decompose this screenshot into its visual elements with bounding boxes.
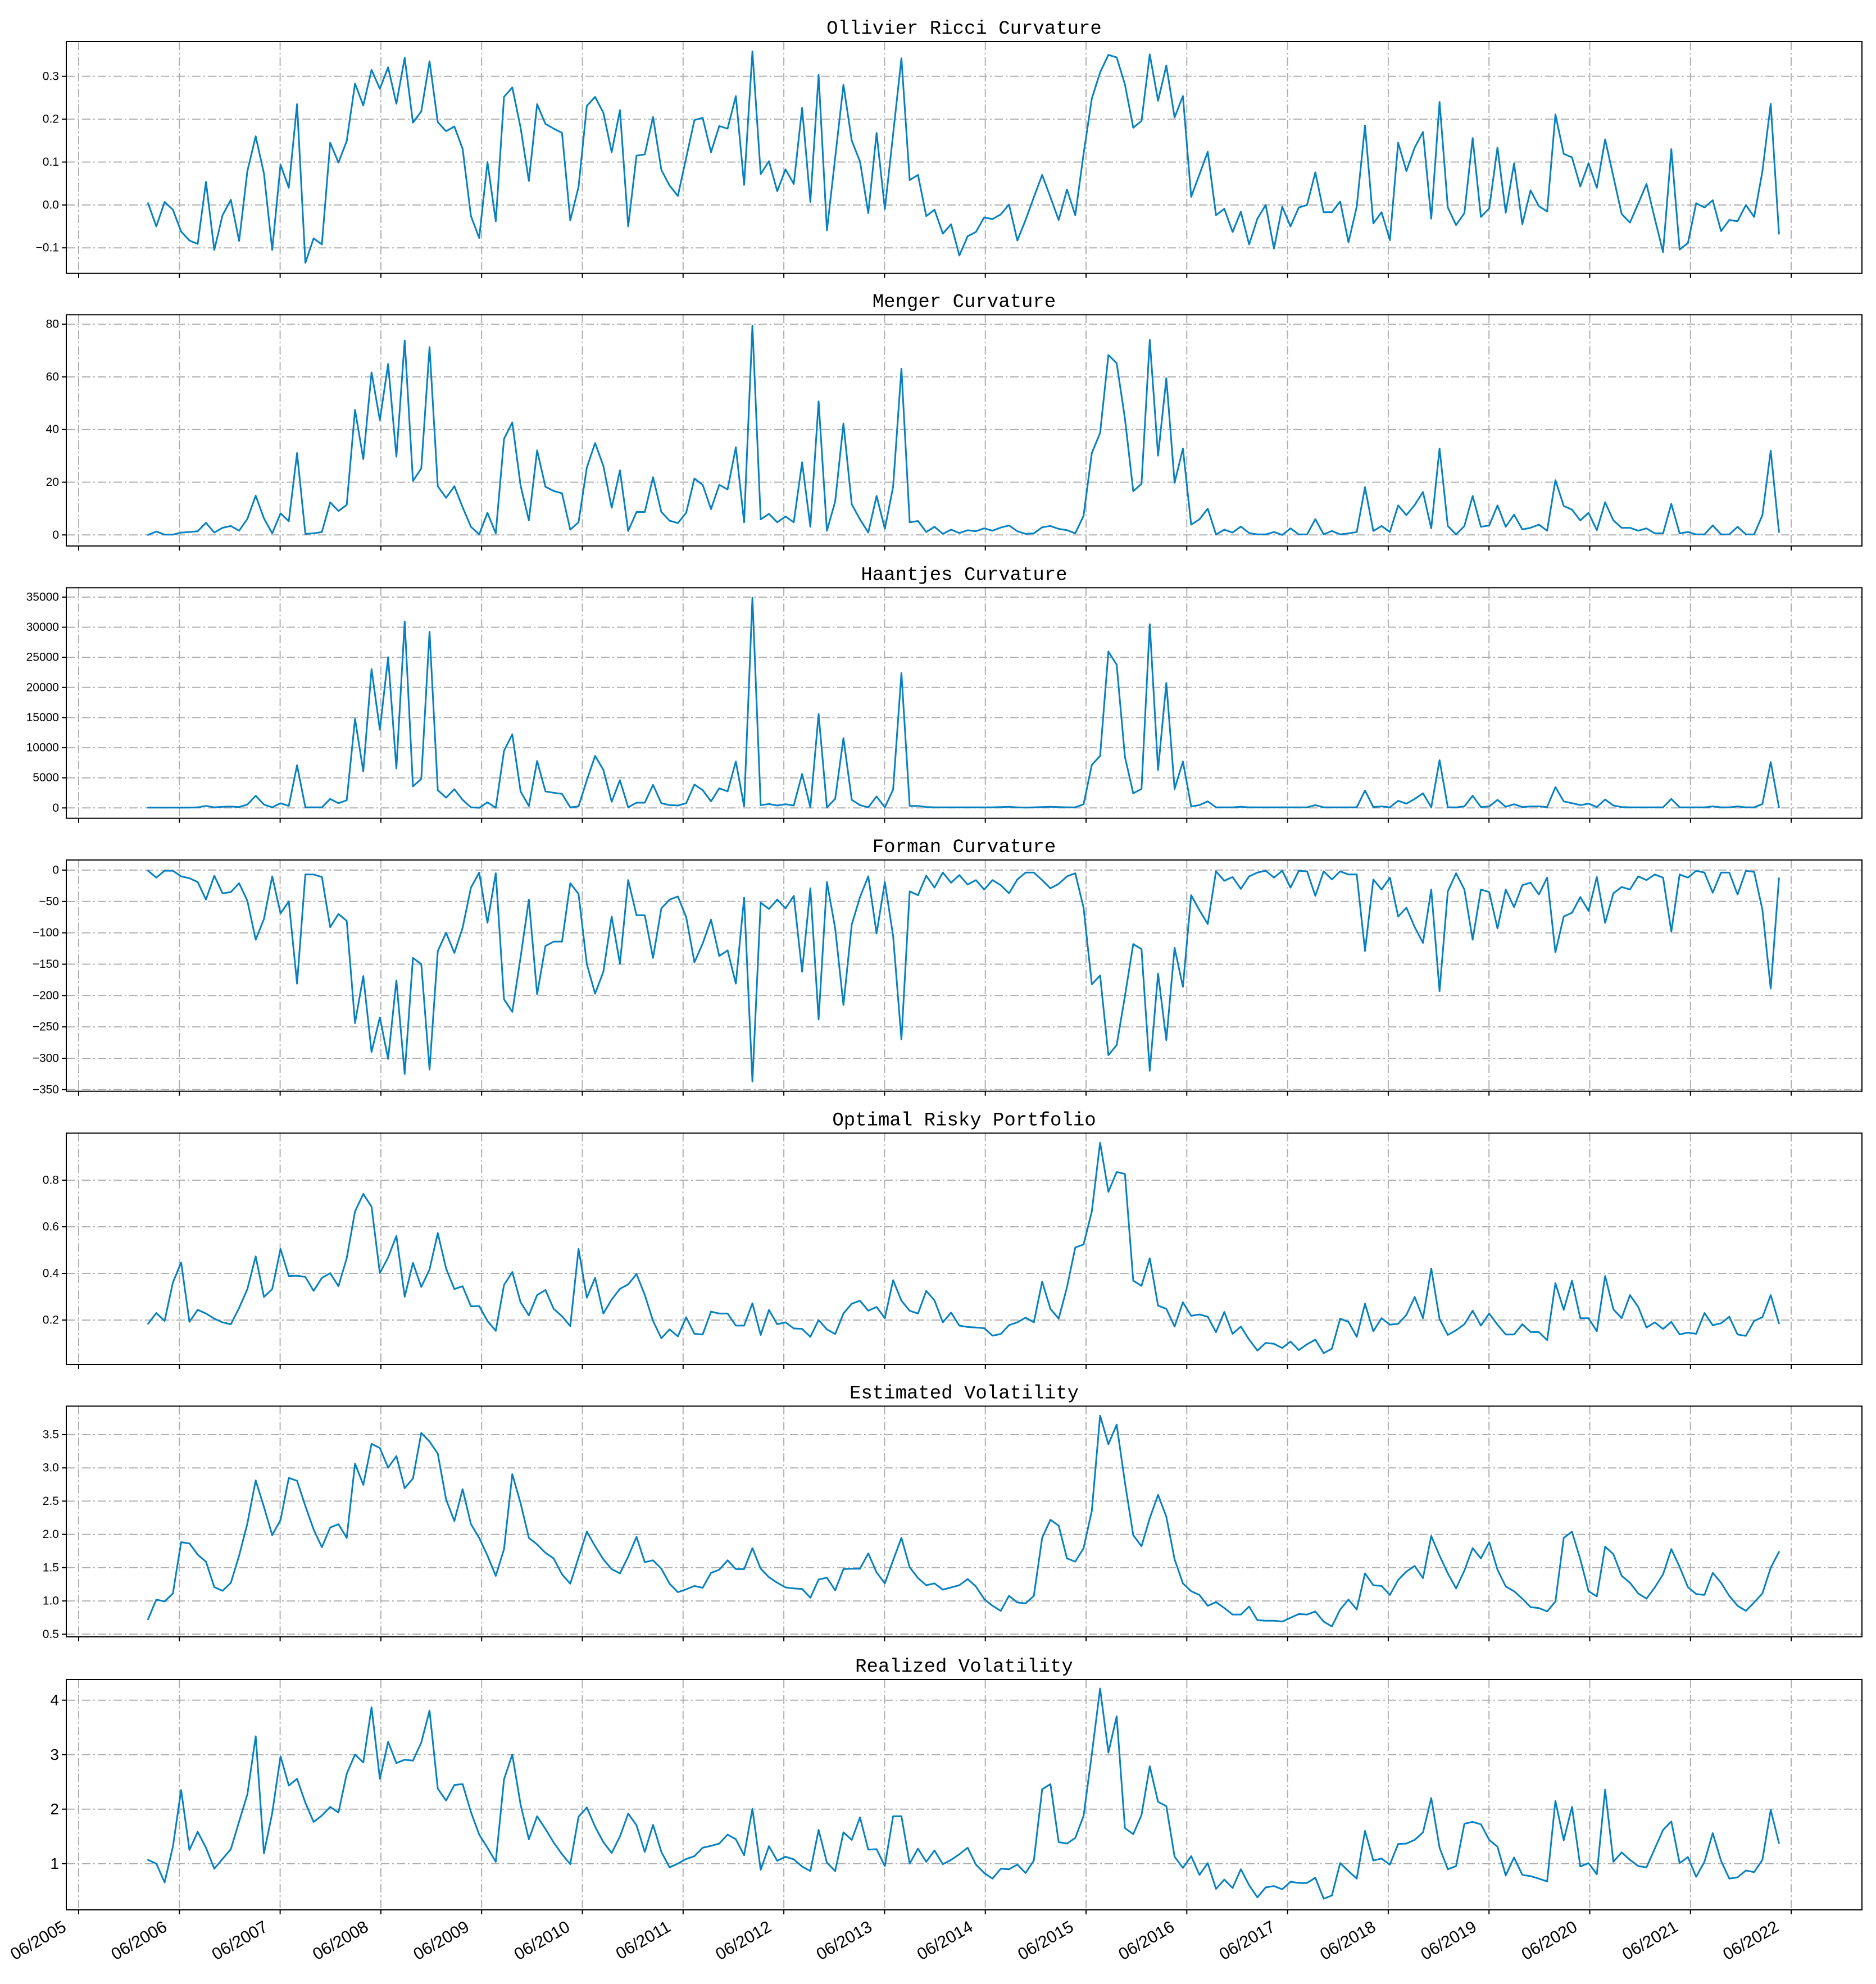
y-tick-label: 40 xyxy=(46,423,59,436)
subplot-title: Ollivier Ricci Curvature xyxy=(826,19,1102,40)
y-tick-label: −50 xyxy=(39,895,59,908)
y-tick-label: 2.5 xyxy=(43,1495,59,1508)
axes-frame xyxy=(66,587,1863,819)
y-tick-label: 4 xyxy=(50,1691,59,1709)
series-line xyxy=(147,1687,1780,1900)
axis-ticks: 0.5 1.0 1.5 2.0 2.5 3.0 3.5 xyxy=(43,1428,1792,1641)
y-tick-label: 0.8 xyxy=(43,1174,59,1187)
subplot-forman-curvature: −350 −300 −250 −200 −150 −100 −50 0 Forman Curv… xyxy=(33,837,1863,1096)
y-tick-label: 20 xyxy=(46,476,59,489)
y-tick-label: 3 xyxy=(50,1746,59,1763)
subplot-title: Optimal Risky Portfolio xyxy=(832,1110,1096,1131)
y-tick-label: 10000 xyxy=(26,741,59,754)
y-tick-label: −200 xyxy=(33,989,59,1002)
subplot-title: Haantjes Curvature xyxy=(861,565,1067,586)
subplot-ollivier-ricci-curvature: −0.1 0.0 0.1 0.2 0.3 Ollivier Ricci Curvatur… xyxy=(36,19,1863,278)
y-tick-label: −100 xyxy=(33,926,59,939)
y-tick-label: 0.3 xyxy=(43,70,59,83)
grid xyxy=(66,1406,1862,1637)
y-tick-label: 0.2 xyxy=(43,1314,59,1327)
axis-ticks: 0.2 0.4 0.6 0.8 xyxy=(43,1174,1792,1369)
subplot-title: Forman Curvature xyxy=(873,837,1056,858)
subplot-menger-curvature: 0 20 40 60 80 Menger Curvature xyxy=(46,292,1863,550)
series-line xyxy=(147,597,1780,809)
y-tick-label: 30000 xyxy=(26,621,59,634)
y-tick-label: 60 xyxy=(46,371,59,384)
subplot-title: Menger Curvature xyxy=(873,292,1056,313)
axes-frame xyxy=(66,314,1863,547)
series-line xyxy=(147,1141,1780,1354)
y-tick-label: 15000 xyxy=(26,711,59,724)
axis-ticks: 0 5000 10000 15000 20000 25000 30000 35000 xyxy=(26,591,1792,823)
y-tick-label: 1 xyxy=(50,1855,59,1872)
y-tick-label: 0.1 xyxy=(43,156,59,169)
y-tick-label: 25000 xyxy=(26,651,59,664)
series-line xyxy=(147,51,1780,264)
y-tick-label: 1.5 xyxy=(43,1561,59,1574)
y-tick-label: 5000 xyxy=(33,771,59,784)
y-tick-label: −150 xyxy=(33,958,59,971)
subplot-realized-volatility: 1 2 3 4 Realized Volatility xyxy=(50,1657,1863,1914)
axis-ticks: 1 2 3 4 xyxy=(50,1691,1792,1914)
series-line xyxy=(147,325,1780,536)
y-tick-label: 0.5 xyxy=(43,1628,59,1641)
series-line xyxy=(147,870,1780,1082)
y-tick-label: 0.6 xyxy=(43,1221,59,1234)
y-tick-label: 3.5 xyxy=(43,1428,59,1441)
y-tick-label: 0 xyxy=(52,864,59,877)
axis-ticks: −350 −300 −250 −200 −150 −100 −50 0 xyxy=(33,864,1792,1096)
y-tick-label: 2.0 xyxy=(43,1528,59,1541)
y-tick-label: 80 xyxy=(46,318,59,331)
subplot-haantjes-curvature: 0 5000 10000 15000 20000 25000 30000 35000 Haan… xyxy=(26,565,1863,823)
series-line xyxy=(147,1414,1780,1627)
axis-ticks: −0.1 0.0 0.1 0.2 0.3 xyxy=(36,70,1792,278)
axis-ticks: 0 20 40 60 80 xyxy=(46,318,1792,550)
y-tick-label: −350 xyxy=(33,1083,59,1096)
y-tick-label: 1.0 xyxy=(43,1595,59,1608)
subplot-title: Estimated Volatility xyxy=(850,1383,1079,1404)
grid xyxy=(66,1133,1862,1364)
y-tick-label: 35000 xyxy=(26,591,59,604)
y-tick-label: 0.0 xyxy=(43,198,59,211)
axes-frame xyxy=(66,859,1863,1092)
y-tick-label: 0 xyxy=(52,529,59,541)
axes-frame xyxy=(66,1405,1863,1638)
subplot-title: Realized Volatility xyxy=(855,1657,1073,1678)
grid xyxy=(66,860,1862,1091)
y-tick-label: 2 xyxy=(50,1800,59,1818)
axes-frame xyxy=(66,1132,1863,1366)
y-tick-label: −0.1 xyxy=(36,242,59,254)
y-tick-label: 20000 xyxy=(26,681,59,694)
y-tick-label: −250 xyxy=(33,1021,59,1034)
y-tick-label: 0.2 xyxy=(43,113,59,126)
subplot-estimated-volatility: 0.5 1.0 1.5 2.0 2.5 3.0 3.5 Estimated Volatili… xyxy=(43,1383,1863,1641)
y-tick-label: 3.0 xyxy=(43,1462,59,1475)
subplot-optimal-risky-portfolio: 0.2 0.4 0.6 0.8 Optimal Risky Portfolio xyxy=(43,1110,1863,1369)
y-tick-label: 0 xyxy=(52,802,59,814)
y-tick-label: 0.4 xyxy=(43,1267,60,1280)
grid xyxy=(66,1680,1862,1910)
axes-frame xyxy=(66,41,1863,274)
y-tick-label: −300 xyxy=(33,1052,59,1065)
axes-frame xyxy=(66,1679,1863,1910)
